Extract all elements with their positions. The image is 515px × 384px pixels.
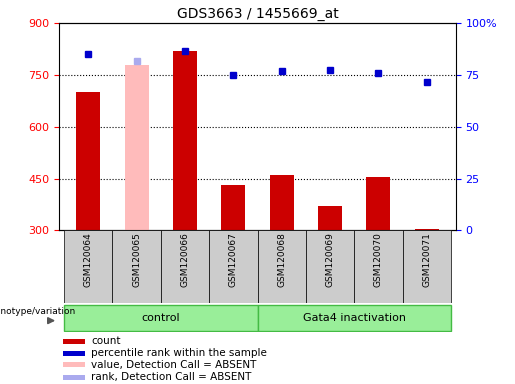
Text: GSM120068: GSM120068 xyxy=(277,233,286,288)
Bar xyxy=(366,177,390,230)
Text: value, Detection Call = ABSENT: value, Detection Call = ABSENT xyxy=(91,360,256,370)
Bar xyxy=(112,230,161,303)
Bar xyxy=(221,185,246,230)
Text: control: control xyxy=(142,313,180,323)
Text: GSM120065: GSM120065 xyxy=(132,233,141,288)
Text: percentile rank within the sample: percentile rank within the sample xyxy=(91,348,267,358)
Bar xyxy=(173,51,197,230)
Bar xyxy=(63,375,85,380)
Bar xyxy=(318,206,342,230)
Text: GSM120070: GSM120070 xyxy=(374,233,383,288)
Bar xyxy=(63,351,85,356)
Text: genotype/variation: genotype/variation xyxy=(0,307,76,316)
Text: GSM120071: GSM120071 xyxy=(422,233,431,288)
Bar xyxy=(161,230,209,303)
Bar xyxy=(269,175,294,230)
Bar xyxy=(258,230,306,303)
Text: rank, Detection Call = ABSENT: rank, Detection Call = ABSENT xyxy=(91,372,251,382)
Text: Gata4 inactivation: Gata4 inactivation xyxy=(303,313,406,323)
Bar xyxy=(125,65,149,230)
Bar xyxy=(63,339,85,344)
Text: GSM120067: GSM120067 xyxy=(229,233,238,288)
Text: GSM120066: GSM120066 xyxy=(180,233,190,288)
Bar xyxy=(64,230,112,303)
Bar xyxy=(415,228,439,230)
Bar xyxy=(258,305,451,331)
Text: count: count xyxy=(91,336,121,346)
Bar xyxy=(306,230,354,303)
Bar xyxy=(64,305,258,331)
Text: GSM120069: GSM120069 xyxy=(325,233,335,288)
Bar xyxy=(63,362,85,367)
Bar xyxy=(76,92,100,230)
Text: GSM120064: GSM120064 xyxy=(84,233,93,287)
Title: GDS3663 / 1455669_at: GDS3663 / 1455669_at xyxy=(177,7,338,21)
Bar xyxy=(354,230,403,303)
Bar xyxy=(209,230,258,303)
Bar xyxy=(403,230,451,303)
